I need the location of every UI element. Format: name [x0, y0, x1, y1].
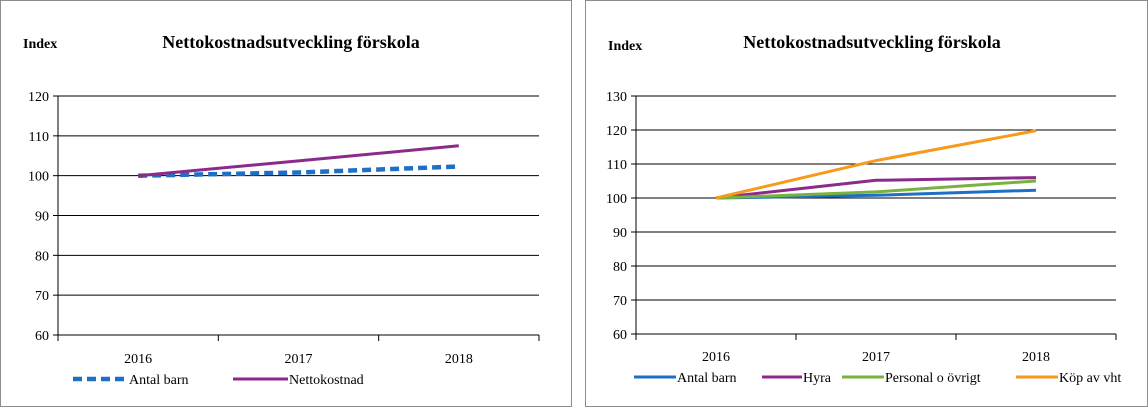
chart-title: Nettokostnadsutveckling förskola [743, 32, 1001, 52]
x-tick-label-2017: 2017 [862, 350, 890, 365]
chart-left: Index Nettokostnadsutveckling förskola 6… [1, 1, 571, 406]
y-tick-label-70: 70 [35, 289, 49, 304]
x-tick-label-2018: 2018 [445, 352, 473, 367]
legend-label-kop-av-vht: Köp av vht [1059, 371, 1121, 386]
legend: Antal barn Nettokostnad [73, 373, 364, 388]
y-tick-label-110: 110 [29, 130, 49, 145]
y-tick-label-100: 100 [606, 192, 627, 207]
y-tick-label-120: 120 [606, 124, 627, 139]
chart-panel-left: Index Nettokostnadsutveckling förskola 6… [0, 0, 572, 407]
y-tick-label-80: 80 [35, 249, 49, 264]
legend-label-antal-barn: Antal barn [129, 373, 188, 388]
legend-label-antal-barn: Antal barn [677, 371, 736, 386]
y-tick-label-130: 130 [606, 90, 627, 105]
legend-label-nettokostnad: Nettokostnad [289, 373, 364, 388]
y-tick-label-60: 60 [613, 328, 627, 343]
y-axis-label: Index [608, 39, 642, 54]
y-axis-label: Index [23, 37, 57, 52]
y-tick-label-90: 90 [613, 226, 627, 241]
chart-panel-right: Index Nettokostnadsutveckling förskola 6… [585, 0, 1148, 407]
chart-title: Nettokostnadsutveckling förskola [162, 32, 420, 52]
legend: Antal barn Hyra Personal o övrigt Köp av vh… [634, 371, 1121, 386]
chart-right: Index Nettokostnadsutveckling förskola 6… [586, 1, 1147, 406]
y-tick-label-110: 110 [607, 158, 627, 173]
x-tick-label-2016: 2016 [124, 352, 152, 367]
y-tick-label-120: 120 [28, 90, 49, 105]
legend-label-personal-o-ovrigt: Personal o övrigt [885, 371, 981, 386]
legend-label-hyra: Hyra [803, 371, 832, 386]
y-tick-label-90: 90 [35, 210, 49, 225]
y-tick-label-100: 100 [28, 170, 49, 185]
y-tick-label-70: 70 [613, 294, 627, 309]
x-tick-label-2016: 2016 [702, 350, 730, 365]
y-tick-label-80: 80 [613, 260, 627, 275]
x-tick-label-2018: 2018 [1022, 350, 1050, 365]
x-tick-label-2017: 2017 [285, 352, 313, 367]
y-tick-label-60: 60 [35, 329, 49, 344]
